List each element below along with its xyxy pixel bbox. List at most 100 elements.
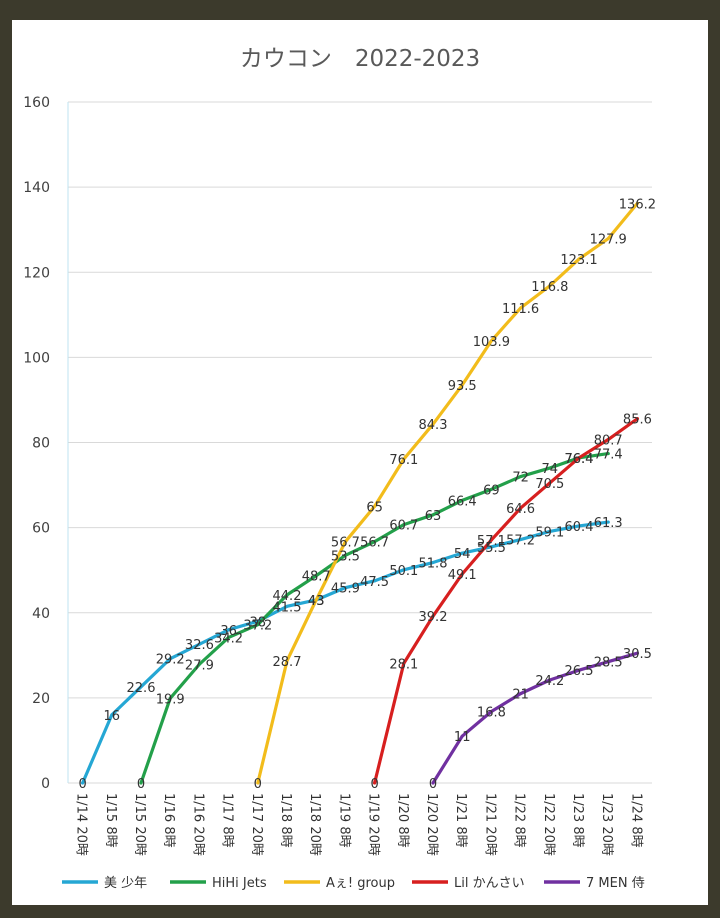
y-tick-label: 120 (23, 265, 50, 281)
legend-label: Lil かんさい (454, 876, 525, 891)
data-point (635, 417, 639, 421)
data-label: 123.1 (560, 253, 597, 268)
data-point (343, 553, 347, 557)
x-tick-label: 1/23 8時 (570, 793, 585, 848)
data-label: 65 (366, 500, 383, 515)
data-label: 70.5 (535, 477, 564, 492)
data-label: 116.8 (531, 280, 568, 295)
data-label: 49.1 (448, 568, 477, 583)
data-label: 16 (104, 709, 121, 724)
y-tick-label: 40 (32, 606, 50, 622)
legend-label: HiHi Jets (212, 876, 267, 891)
data-label: 93.5 (448, 379, 477, 394)
data-label: 76.1 (389, 453, 418, 468)
data-point (285, 604, 289, 608)
y-tick-label: 60 (32, 521, 50, 537)
data-point (314, 574, 318, 578)
data-label: 64.6 (506, 502, 535, 517)
data-point (343, 586, 347, 590)
data-point (460, 734, 464, 738)
grid (67, 101, 652, 784)
x-tick-label: 1/19 8時 (336, 793, 351, 848)
data-point (285, 593, 289, 597)
data-label: 0 (78, 777, 86, 792)
data-point (489, 709, 493, 713)
series-line (373, 417, 640, 785)
data-label: 77.4 (594, 448, 623, 463)
x-tick-label: 1/22 20時 (541, 793, 556, 856)
data-point (489, 545, 493, 549)
data-label: 50.1 (389, 564, 418, 579)
y-tick-label: 100 (23, 350, 50, 366)
data-point (402, 523, 406, 527)
x-tick-label: 1/24 8時 (628, 793, 643, 848)
data-point (373, 504, 377, 508)
data-label: 34.2 (214, 631, 243, 646)
data-label: 0 (370, 777, 378, 792)
data-point (519, 538, 523, 542)
data-label: 53.5 (331, 549, 360, 564)
x-tick-label: 1/14 20時 (74, 793, 89, 856)
data-point (606, 520, 610, 524)
series-line (256, 201, 640, 785)
y-tick-label: 160 (23, 95, 50, 111)
data-point (548, 678, 552, 682)
data-label: 80.7 (594, 434, 623, 449)
data-point (635, 201, 639, 205)
data-point (256, 623, 260, 627)
data-label: 38 (250, 615, 267, 630)
data-label: 47.5 (360, 575, 389, 590)
data-label: 85.6 (623, 413, 652, 428)
data-label: 32.6 (185, 638, 214, 653)
data-point (606, 438, 610, 442)
x-tick-label: 1/18 8時 (278, 793, 293, 848)
data-label: 55.5 (477, 541, 506, 556)
data-label: 48.7 (302, 570, 331, 585)
data-label: 111.6 (502, 302, 539, 317)
data-point (489, 487, 493, 491)
data-point (460, 551, 464, 555)
data-label: 30.5 (623, 647, 652, 662)
data-label: 84.3 (419, 418, 448, 433)
data-point (577, 456, 581, 460)
data-label: 43 (308, 594, 325, 609)
data-label: 76.4 (565, 452, 594, 467)
data-label: 19.9 (156, 692, 185, 707)
data-point (110, 713, 114, 717)
data-label: 36 (220, 624, 237, 639)
chart-title: カウコン 2022-2023 (240, 46, 480, 72)
data-label: 26.5 (565, 664, 594, 679)
x-axis: 1/14 20時 1/15 8時 1/15 20時 1/16 8時 1/16 20時 1/… (74, 793, 644, 856)
data-label: 74 (542, 462, 559, 477)
data-label: 72 (512, 471, 529, 486)
data-label: 63 (425, 509, 442, 524)
data-point (431, 513, 435, 517)
data-label: 61.3 (594, 516, 623, 531)
data-label: 43 (308, 594, 325, 609)
x-tick-label: 1/15 20時 (132, 793, 147, 856)
data-label: 22.6 (127, 681, 156, 696)
data-point (402, 661, 406, 665)
x-tick-label: 1/16 20時 (190, 793, 205, 856)
data-label: 21 (512, 688, 529, 703)
data-point (168, 657, 172, 661)
legend-label: 7 MEN 侍 (586, 876, 645, 891)
x-tick-label: 1/20 20時 (424, 793, 439, 856)
x-tick-label: 1/17 8時 (220, 793, 235, 848)
data-point (402, 457, 406, 461)
data-label: 16.8 (477, 705, 506, 720)
data-point (373, 540, 377, 544)
data-point (373, 579, 377, 583)
data-label: 136.2 (619, 197, 656, 212)
data-point (431, 614, 435, 618)
data-point (489, 538, 493, 542)
legend: 美 少年 HiHi Jets Aぇ! group Lil かんさい 7 MEN 侍 (62, 876, 645, 891)
data-label: 57.1 (477, 534, 506, 549)
x-tick-label: 1/22 8時 (512, 793, 527, 848)
x-tick-label: 1/19 20時 (366, 793, 381, 856)
data-point (431, 561, 435, 565)
data-point (606, 660, 610, 664)
data-point (548, 529, 552, 533)
data-label: 29.2 (156, 653, 185, 668)
